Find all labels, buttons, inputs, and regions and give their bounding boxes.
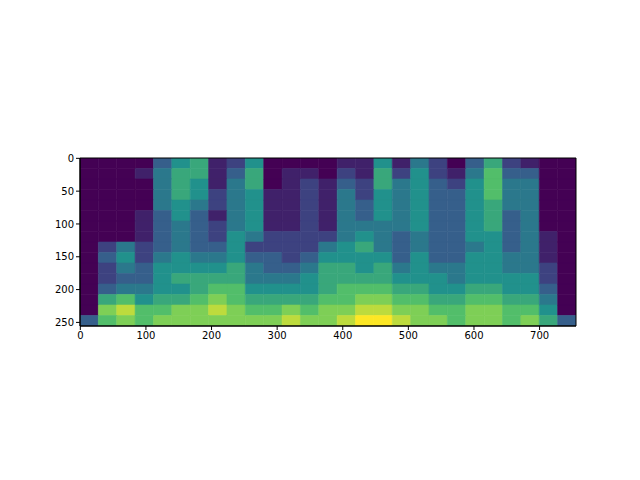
svg-text:600: 600: [464, 330, 483, 341]
svg-text:700: 700: [530, 330, 549, 341]
svg-text:200: 200: [55, 284, 74, 295]
svg-text:150: 150: [55, 251, 74, 262]
svg-text:100: 100: [55, 219, 74, 230]
svg-text:400: 400: [333, 330, 352, 341]
svg-text:0: 0: [77, 330, 83, 341]
svg-text:50: 50: [61, 186, 74, 197]
svg-text:250: 250: [55, 317, 74, 328]
svg-text:500: 500: [399, 330, 418, 341]
svg-text:300: 300: [268, 330, 287, 341]
svg-text:0: 0: [68, 153, 74, 164]
svg-text:100: 100: [136, 330, 155, 341]
svg-text:200: 200: [202, 330, 221, 341]
